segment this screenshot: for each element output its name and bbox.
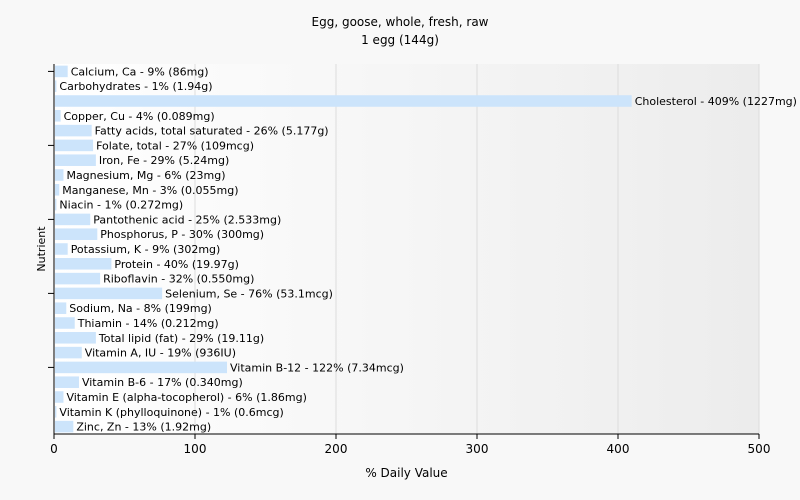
- bar-label: Copper, Cu - 4% (0.089mg): [64, 110, 215, 123]
- bar-label: Carbohydrates - 1% (1.94g): [59, 80, 212, 93]
- bar: [55, 184, 60, 196]
- bar: [55, 80, 57, 92]
- bar: [55, 139, 94, 152]
- bar-label: Selenium, Se - 76% (53.1mcg): [165, 287, 333, 300]
- x-tick-label: 500: [748, 442, 771, 456]
- bar: [55, 361, 228, 374]
- bar: [55, 287, 163, 300]
- bar: [55, 302, 67, 314]
- bar-label: Vitamin K (phylloquinone) - 1% (0.6mcg): [59, 406, 283, 419]
- bar: [55, 154, 96, 166]
- bar-label: Cholesterol - 409% (1227mg): [635, 95, 797, 108]
- bar-label: Pantothenic acid - 25% (2.533mg): [93, 213, 281, 226]
- x-tick-label: 300: [466, 442, 489, 456]
- bar-label: Potassium, K - 9% (302mg): [71, 243, 221, 256]
- bar-label: Total lipid (fat) - 29% (19.11g): [98, 332, 264, 345]
- bar-label: Thiamin - 14% (0.212mg): [77, 317, 219, 330]
- bar-label: Fatty acids, total saturated - 26% (5.17…: [95, 125, 329, 138]
- bar: [55, 213, 91, 226]
- bar-label: Folate, total - 27% (109mcg): [96, 139, 254, 152]
- y-axis-label: Nutrient: [35, 226, 48, 272]
- bar-label: Vitamin A, IU - 19% (936IU): [85, 347, 236, 360]
- x-axis-label: % Daily Value: [365, 466, 447, 480]
- chart-title: Egg, goose, whole, fresh, raw: [311, 15, 489, 29]
- bar: [55, 406, 57, 418]
- x-tick-label: 0: [50, 442, 58, 456]
- bar-label: Vitamin B-12 - 122% (7.34mcg): [230, 361, 404, 374]
- bar-label: Vitamin E (alpha-tocopherol) - 6% (1.86m…: [66, 391, 306, 404]
- bar-label: Phosphorus, P - 30% (300mg): [100, 228, 264, 241]
- bar-label: Sodium, Na - 8% (199mg): [69, 302, 212, 315]
- bar: [55, 169, 64, 181]
- bar-label: Iron, Fe - 29% (5.24mg): [99, 154, 229, 167]
- bar: [55, 346, 82, 359]
- bar: [55, 228, 98, 240]
- bar-label: Magnesium, Mg - 6% (23mg): [66, 169, 225, 182]
- bar: [55, 376, 79, 388]
- bar-label: Vitamin B-6 - 17% (0.340mg): [82, 376, 243, 389]
- chart-subtitle: 1 egg (144g): [361, 33, 439, 47]
- x-tick-label: 400: [607, 442, 630, 456]
- bar: [55, 110, 61, 122]
- bar: [55, 332, 96, 344]
- bar: [55, 65, 68, 78]
- bar: [55, 317, 75, 329]
- bar-label: Zinc, Zn - 13% (1.92mg): [76, 421, 211, 434]
- bar: [55, 272, 101, 285]
- bar: [55, 198, 57, 211]
- bar-label: Calcium, Ca - 9% (86mg): [71, 65, 209, 78]
- bar: [55, 258, 112, 270]
- x-tick-label: 100: [184, 442, 207, 456]
- bar-label: Protein - 40% (19.97g): [114, 258, 239, 271]
- bar: [55, 95, 632, 107]
- bar-label: Manganese, Mn - 3% (0.055mg): [62, 184, 238, 197]
- bar: [55, 243, 68, 255]
- bar: [55, 124, 92, 137]
- bar-label: Riboflavin - 32% (0.550mg): [103, 273, 254, 286]
- bar-label: Niacin - 1% (0.272mg): [59, 199, 183, 212]
- bar: [55, 420, 74, 433]
- x-tick-label: 200: [325, 442, 348, 456]
- bar: [55, 391, 64, 403]
